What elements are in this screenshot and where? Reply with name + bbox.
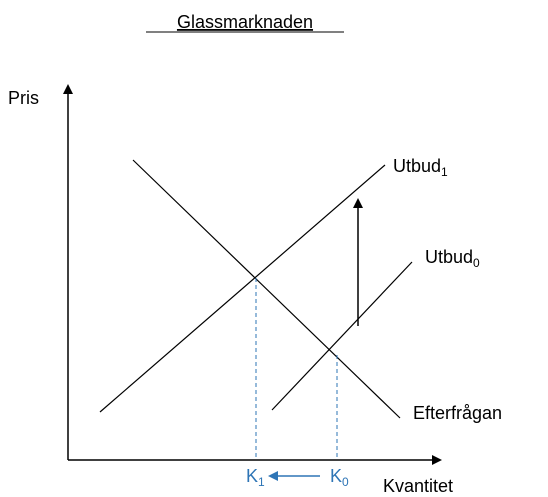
supply0-subscript: 0 <box>473 256 480 270</box>
supply1-label: Utbud1 <box>393 156 448 179</box>
demand-line <box>132 159 401 419</box>
supply0-label: Utbud0 <box>425 247 480 270</box>
k1-label: K1 <box>246 466 265 489</box>
y-axis-label: Pris <box>8 88 39 108</box>
supply1-subscript: 1 <box>441 165 448 179</box>
x-axis-label: Kvantitet <box>383 476 453 496</box>
supply0-line <box>271 261 413 411</box>
k0-text: K <box>330 466 342 486</box>
k0-subscript: 0 <box>342 475 349 489</box>
k1-text: K <box>246 466 258 486</box>
supply1-text: Utbud <box>393 156 441 176</box>
supply1-line <box>99 164 386 413</box>
supply0-text: Utbud <box>425 247 473 267</box>
title: Glassmarknaden <box>177 12 313 32</box>
k0-label: K0 <box>330 466 349 489</box>
k1-subscript: 1 <box>258 475 265 489</box>
demand-label: Efterfrågan <box>413 403 502 423</box>
